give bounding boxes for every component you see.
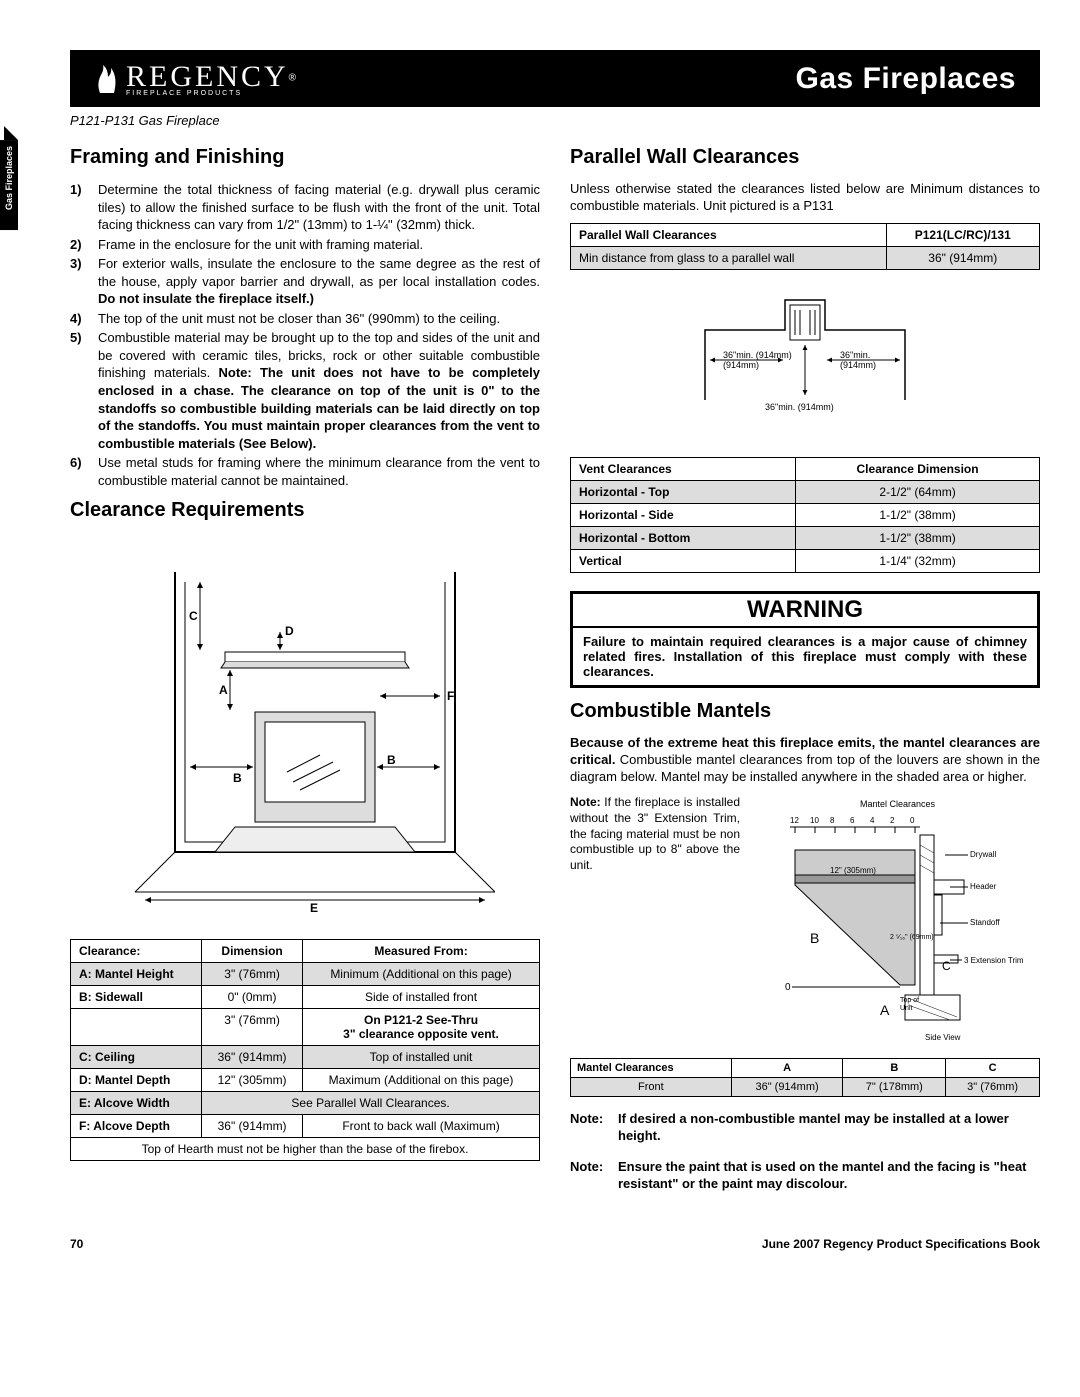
table-header: Dimension — [202, 940, 303, 963]
svg-text:3 Extension Trim: 3 Extension Trim — [964, 956, 1024, 965]
svg-text:Side View: Side View — [925, 1033, 961, 1042]
clearance-table: Clearance: Dimension Measured From: A: M… — [70, 939, 540, 1161]
trademark: ® — [289, 73, 296, 84]
warning-body: Failure to maintain required clearances … — [573, 628, 1037, 685]
framing-list: Determine the total thickness of facing … — [70, 181, 540, 489]
svg-text:8: 8 — [830, 816, 835, 825]
mantel-diagram: Mantel Clearances 12 10 8 6 4 2 0 12" (305mm) — [750, 795, 1040, 1048]
list-item: Combustible material may be brought up t… — [70, 329, 540, 452]
svg-text:C: C — [942, 959, 951, 973]
note-block: Note: If desired a non-combustible mante… — [570, 1111, 1040, 1145]
svg-text:0: 0 — [910, 816, 915, 825]
svg-text:36"min. (914mm): 36"min. (914mm) — [765, 402, 834, 412]
parallel-heading: Parallel Wall Clearances — [570, 146, 1040, 169]
list-item: Frame in the enclosure for the unit with… — [70, 236, 540, 254]
framing-heading: Framing and Finishing — [70, 146, 540, 169]
svg-text:12: 12 — [790, 816, 799, 825]
table-header: Measured From: — [303, 940, 540, 963]
svg-text:B: B — [387, 753, 396, 767]
list-item: The top of the unit must not be closer t… — [70, 310, 540, 328]
table-footnote: Top of Hearth must not be higher than th… — [71, 1138, 540, 1161]
svg-text:Top of: Top of — [900, 997, 919, 1004]
logo-subtitle: FIREPLACE PRODUCTS — [126, 90, 296, 97]
parallel-wall-table: Parallel Wall ClearancesP121(LC/RC)/131 … — [570, 223, 1040, 270]
svg-text:Header: Header — [970, 882, 997, 891]
mantels-heading: Combustible Mantels — [570, 700, 1040, 723]
warning-box: WARNING Failure to maintain required cle… — [570, 591, 1040, 688]
svg-text:A: A — [219, 683, 228, 697]
logo: REGENCY® FIREPLACE PRODUCTS — [94, 60, 296, 97]
svg-text:E: E — [310, 901, 318, 915]
header-bar: REGENCY® FIREPLACE PRODUCTS Gas Fireplac… — [70, 50, 1040, 107]
svg-text:Mantel Clearances: Mantel Clearances — [860, 799, 936, 809]
svg-text:Standoff: Standoff — [970, 918, 1000, 927]
svg-text:D: D — [285, 624, 294, 638]
svg-text:C: C — [189, 609, 198, 623]
svg-text:36"min. (914mm): 36"min. (914mm) — [723, 350, 792, 360]
svg-text:Drywall: Drywall — [970, 850, 996, 859]
svg-text:(914mm): (914mm) — [723, 360, 759, 370]
svg-text:4: 4 — [870, 816, 875, 825]
svg-text:2 ⁵⁄₁₆" (69mm): 2 ⁵⁄₁₆" (69mm) — [890, 934, 934, 941]
vent-clearance-table: Vent ClearancesClearance Dimension Horiz… — [570, 457, 1040, 573]
clearance-heading: Clearance Requirements — [70, 499, 540, 522]
note-block: Note: Ensure the paint that is used on t… — [570, 1159, 1040, 1193]
footer-text: June 2007 Regency Product Specifications… — [762, 1237, 1040, 1251]
svg-text:6: 6 — [850, 816, 855, 825]
right-column: Parallel Wall Clearances Unless otherwis… — [570, 136, 1040, 1197]
svg-text:Unit: Unit — [900, 1005, 913, 1012]
flame-icon — [94, 63, 120, 95]
logo-text: REGENCY — [126, 60, 289, 93]
svg-text:A: A — [880, 1002, 890, 1018]
table-header: Clearance: — [71, 940, 202, 963]
list-item: Use metal studs for framing where the mi… — [70, 454, 540, 489]
mantel-clearance-table: Mantel Clearances A B C Front 36" (914mm… — [570, 1058, 1040, 1097]
svg-text:B: B — [233, 771, 242, 785]
page-title: Gas Fireplaces — [796, 62, 1016, 96]
parallel-intro: Unless otherwise stated the clearances l… — [570, 181, 1040, 215]
clearance-diagram: C A D B B F E — [70, 542, 540, 925]
svg-text:F: F — [447, 689, 454, 703]
parallel-diagram: 36"min. (914mm) (914mm) 36"min. (914mm) … — [570, 290, 1040, 443]
svg-text:12" (305mm): 12" (305mm) — [830, 866, 876, 875]
left-column: Framing and Finishing Determine the tota… — [70, 136, 540, 1197]
svg-text:(914mm): (914mm) — [840, 360, 876, 370]
svg-text:36"min.: 36"min. — [840, 350, 870, 360]
list-item: For exterior walls, insulate the enclosu… — [70, 255, 540, 308]
warning-title: WARNING — [573, 594, 1037, 628]
page-number: 70 — [70, 1237, 83, 1251]
mantels-intro: Because of the extreme heat this firepla… — [570, 735, 1040, 786]
svg-text:10: 10 — [810, 816, 819, 825]
svg-text:B: B — [810, 930, 819, 946]
model-identifier: P121-P131 Gas Fireplace — [70, 113, 1040, 128]
svg-text:0: 0 — [785, 982, 791, 993]
mantel-side-note: Note: If the fireplace is installed with… — [570, 795, 740, 873]
side-tab: Gas Fireplaces — [0, 140, 18, 230]
list-item: Determine the total thickness of facing … — [70, 181, 540, 234]
page-footer: 70 June 2007 Regency Product Specificati… — [70, 1237, 1040, 1251]
svg-text:2: 2 — [890, 816, 895, 825]
